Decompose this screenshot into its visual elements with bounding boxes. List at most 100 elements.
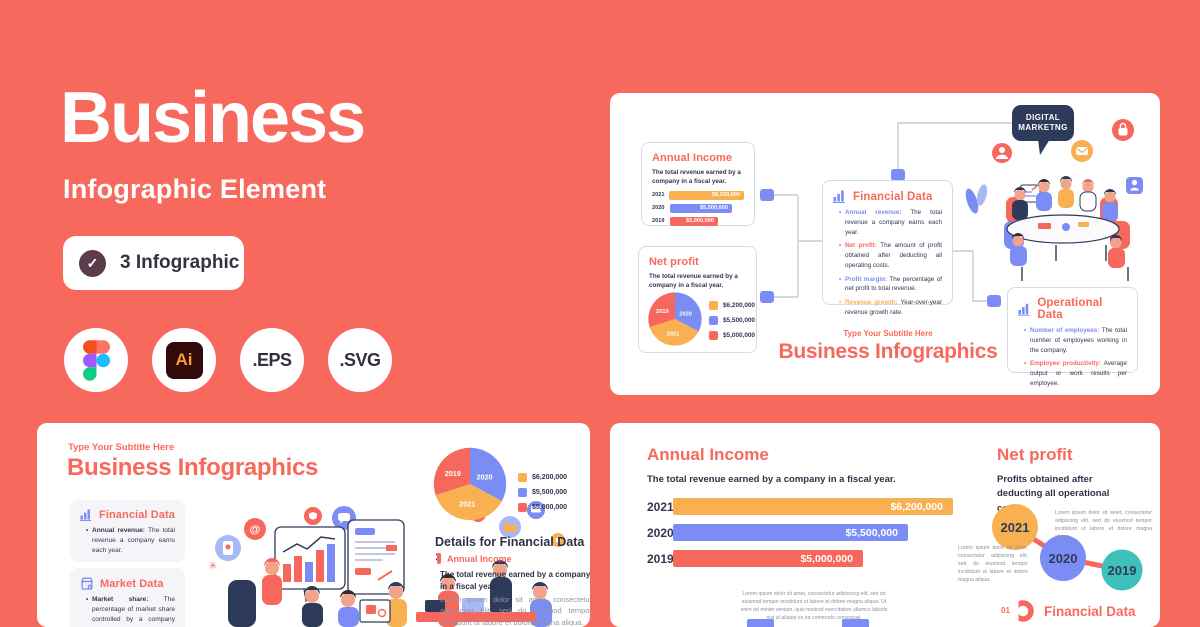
bullet-text: The total revenue a company earns each y… — [845, 209, 942, 236]
pie-label: 2021 — [667, 332, 680, 338]
bar-chart-icon — [833, 190, 845, 203]
card-title: Annual Income — [652, 152, 733, 164]
chat-bubble-icons — [992, 119, 1143, 203]
detail-marker — [437, 553, 441, 564]
panel-title: Business Infographics — [778, 340, 998, 363]
connector-node — [891, 169, 905, 181]
legend-value: $6,200,000 — [723, 302, 755, 309]
speech-bubble-digital-marketing: DIGITAL MARKETNG — [1012, 105, 1074, 155]
bar-year: 2019 — [652, 218, 665, 225]
pie-label: 2020 — [476, 472, 492, 481]
net-profit-card: Net profit The total revenue earned by a… — [638, 246, 757, 353]
hero-subtitle: Infographic Element — [63, 174, 327, 204]
card-title: Financial Data — [853, 190, 933, 203]
pie-label: 2019 — [445, 469, 461, 478]
check-icon: ✓ — [79, 249, 106, 277]
bullet-text: Average output or work results per emplo… — [1030, 360, 1127, 387]
point-year: 2021 — [1001, 520, 1030, 535]
badge-label: 3 Infographic — [120, 252, 240, 273]
bar-row: 2020 $5,500,000 — [652, 203, 744, 213]
bullet-list: • Annual revenue: The total revenue a com… — [839, 209, 942, 316]
bullet-lead: Employee productivity: — [1030, 360, 1101, 368]
chart-speech-bubble — [274, 526, 346, 603]
pie-legend: $6,200,000 $5,500,000 $5,000,000 — [709, 295, 755, 340]
legend-value: $5,000,000 — [532, 504, 568, 511]
svg-text:✳: ✳ — [209, 561, 217, 572]
people-around-table — [1004, 176, 1130, 281]
legend-value: $5,000,000 — [723, 332, 755, 339]
detail-body-text: Lorem ipsum dolor sit amet, consectetur … — [440, 595, 590, 627]
operational-data-card: Operational Data • Number of employees: T… — [1007, 287, 1138, 387]
bar-2019: $5,000,000 — [673, 550, 863, 567]
plant-icon — [965, 184, 988, 214]
connector-node — [760, 189, 774, 201]
card-description: The total revenue earned by a company in… — [649, 273, 738, 290]
connector-node — [760, 291, 774, 303]
pie-label: 2019 — [656, 309, 669, 315]
bar-year: 2021 — [652, 192, 665, 199]
card-title: Financial Data — [99, 509, 175, 521]
bar-2020: $5,500,000 — [670, 203, 732, 213]
financial-data-card: Financial Data • Annual revenue: The tota… — [822, 180, 953, 316]
bullet-text: The percentage of net profit to total re… — [845, 275, 942, 293]
card-description: The total revenue earned by a company in… — [652, 169, 741, 186]
point-year: 2020 — [1049, 551, 1078, 566]
legend-value: $5,500,000 — [532, 489, 568, 496]
bar-year: 2019 — [647, 552, 674, 566]
bar-2021: $6,200,000 — [669, 190, 744, 200]
bar-row: 2021 $6,200,000 — [652, 190, 744, 200]
panel-subtitle: Type Your Subtitle Here — [68, 442, 175, 453]
bullet-text: The total revenue a company earns each y… — [92, 527, 175, 555]
bullet-lead: Profit margin: — [845, 275, 888, 283]
document-speech-bubble — [347, 519, 405, 595]
section-description: The total revenue earned by a company in… — [647, 474, 896, 485]
panel-title: Business Infographics — [67, 454, 319, 481]
bar-chart-icon — [80, 509, 92, 521]
bullet-text: The amount of profit obtained after dedu… — [845, 242, 942, 269]
bullet-lead: Market share: — [92, 596, 149, 603]
bullet-list: • Number of employees: The total number o… — [1024, 327, 1127, 387]
bar-2020: $5,500,000 — [673, 524, 908, 541]
bar-row: 2019 $5,000,000 — [652, 216, 744, 226]
legend-value: $6,200,000 — [532, 474, 568, 481]
panel-subtitle: Type Your Subtitle Here — [843, 329, 933, 338]
bullet-lead: Number of employees: — [1030, 327, 1100, 334]
net-profit-pie-chart: 2020 2021 2019 — [648, 292, 702, 346]
bullet-lead: Net profit: — [845, 242, 877, 250]
detail-title: Annual Income — [447, 554, 512, 564]
people-working — [228, 558, 552, 627]
connector-node — [987, 295, 1001, 307]
bullet-lead: Annual revenue: — [92, 527, 145, 534]
point-year: 2019 — [1108, 563, 1137, 578]
note-text: Lorem ipsum dolor sit amet, consectetur … — [1055, 510, 1152, 541]
adobe-illustrator-icon: Ai — [165, 341, 203, 379]
figma-format-chip — [64, 328, 128, 392]
figma-icon — [82, 339, 110, 381]
step-arc-icon — [1012, 599, 1034, 623]
bubble-text-line1: DIGITAL — [1026, 113, 1060, 122]
bullet-lead: Revenue growth: — [845, 299, 898, 306]
infographic-preview-bottom-left: Type Your Subtitle Here Business Infogra… — [37, 423, 590, 627]
bar-year: 2020 — [647, 526, 674, 540]
hero-title: Business — [60, 78, 366, 158]
illustrator-format-chip: Ai — [152, 328, 216, 392]
infographic-preview-bottom-right: Annual Income The total revenue earned b… — [610, 423, 1160, 627]
bar-2019: $5,000,000 — [670, 216, 718, 226]
section-label: Financial Data — [1044, 604, 1136, 619]
svg-label: .SVG — [339, 349, 381, 370]
cut-off-element — [747, 619, 774, 627]
financial-pie-chart: 2020 2021 2019 — [433, 447, 507, 521]
bar-year: 2021 — [647, 500, 674, 514]
svg-format-chip: .SVG — [328, 328, 392, 392]
connector-lines — [760, 122, 1018, 307]
eps-format-chip: .EPS — [240, 328, 304, 392]
bullet-text: Year-over-year revenue growth rate. — [845, 299, 942, 316]
team-meeting-illustration: DIGITAL MARKETNG — [965, 105, 1143, 281]
storefront-icon — [81, 577, 93, 590]
section-title: Annual Income — [647, 445, 769, 464]
format-icons-row: Ai .EPS .SVG — [64, 328, 392, 392]
infographic-count-badge: ✓ 3 Infographic — [63, 236, 244, 290]
financial-data-card: Financial Data • Annual revenue: The tota… — [70, 500, 185, 562]
svg-text:@: @ — [250, 524, 261, 536]
